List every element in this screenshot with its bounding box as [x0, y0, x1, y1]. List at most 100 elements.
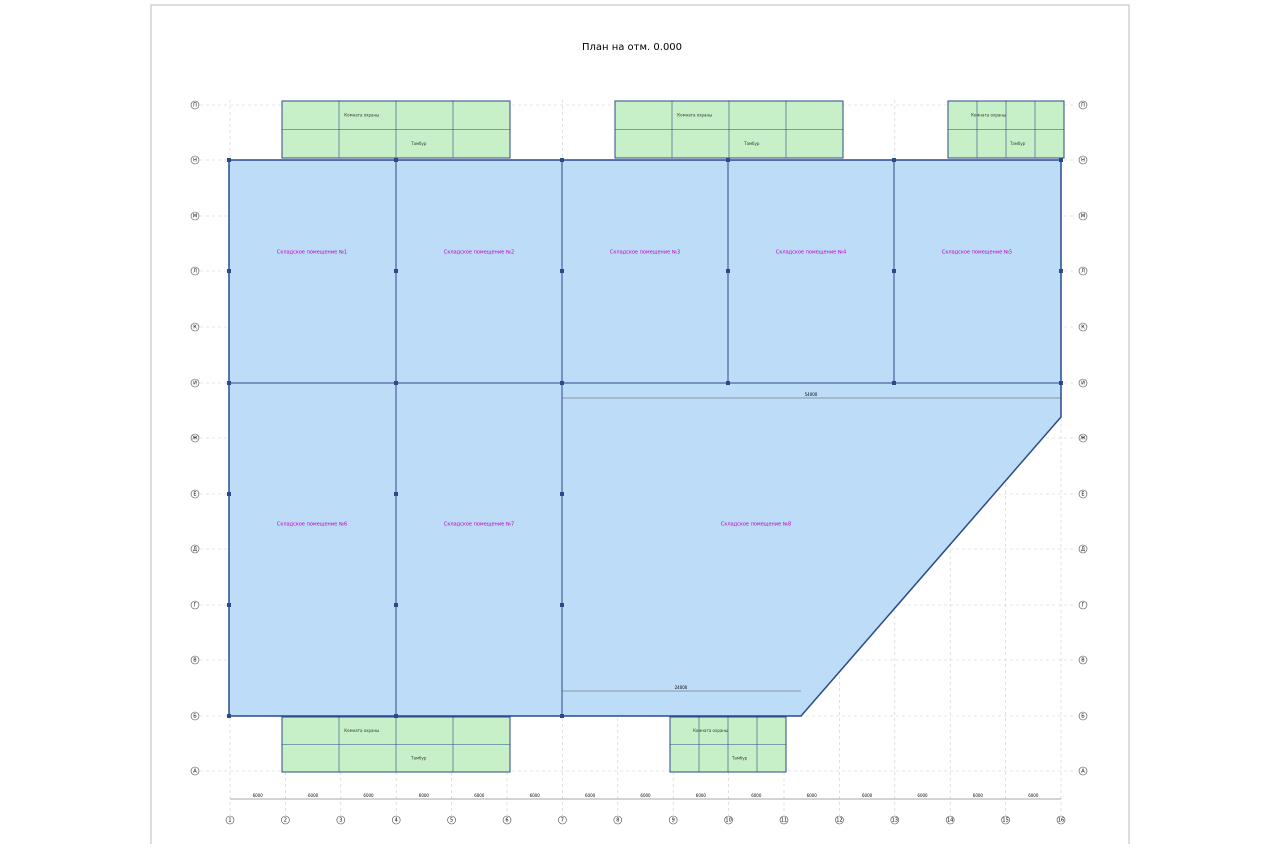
column [1059, 158, 1063, 162]
axis-bubble [190, 266, 200, 276]
axis-bubble [391, 815, 401, 825]
axis-bubble [945, 815, 955, 825]
axis-label: 8 [616, 818, 619, 824]
axis-label: Л [1081, 269, 1085, 275]
column [394, 603, 398, 607]
dimension: 6000 [807, 793, 818, 798]
axis-label: Г [1081, 603, 1084, 609]
axis-label: И [1081, 381, 1085, 387]
axis-bubble [190, 655, 200, 665]
axis-label: 14 [947, 818, 953, 824]
axis-bubble [190, 489, 200, 499]
room-label: Складское помещение №5 [942, 250, 1012, 256]
annex-label: Тамбур [1009, 141, 1026, 146]
axis-bubble [558, 815, 567, 825]
axis-bubble [336, 815, 346, 825]
axis-label: Н [1081, 158, 1085, 164]
room-label: Складское помещение №3 [610, 250, 680, 256]
axis-bubble [835, 815, 844, 825]
axis-label: 7 [561, 818, 564, 824]
dimension: 54000 [805, 392, 818, 397]
axis-label: Б [193, 714, 197, 720]
axis-bubble [1078, 600, 1088, 610]
axis-bubble [1078, 711, 1088, 721]
axis-label: Д [193, 547, 197, 553]
axis-bubble [190, 766, 200, 776]
axis-label: 16 [1058, 818, 1064, 824]
dimension: 6000 [1028, 793, 1039, 798]
column [227, 492, 231, 496]
annex-label: Комната охраны [677, 112, 712, 117]
room-label: Складское помещение №8 [721, 522, 791, 528]
axis-bubble [1078, 322, 1088, 332]
annex-label: Тамбур [410, 141, 427, 146]
column [560, 603, 564, 607]
dimension: 6000 [973, 793, 984, 798]
dimension: 24000 [675, 685, 688, 690]
axis-label: Н [193, 158, 197, 164]
axis-label: 5 [450, 818, 453, 824]
axis-bubble [1078, 433, 1088, 443]
axis-bubble [1078, 544, 1088, 554]
column [892, 158, 896, 162]
axis-label: 12 [836, 818, 842, 824]
axis-bubble [1001, 815, 1010, 825]
axis-bubble [1056, 815, 1066, 825]
axis-bubble [190, 378, 200, 388]
axis-label: М [193, 214, 197, 220]
axis-label: 13 [892, 818, 898, 824]
axis-label: К [1081, 325, 1085, 331]
axis-label: 2 [284, 818, 287, 824]
warehouse [228, 159, 1062, 717]
axis-bubble [190, 100, 200, 110]
column [560, 381, 564, 385]
column [560, 714, 564, 718]
room-label: Складское помещение №1 [277, 250, 347, 256]
column [560, 492, 564, 496]
axis-bubble [225, 815, 235, 825]
annex-label: Комната охраны [344, 112, 379, 117]
room-label: Складское помещение №6 [277, 522, 347, 528]
column [227, 714, 231, 718]
axis-label: А [1081, 769, 1085, 775]
dimension: 6000 [530, 793, 541, 798]
column [726, 158, 730, 162]
axis-label: 10 [725, 818, 731, 824]
axis-label: Д [1081, 547, 1085, 553]
axis-label: В [1081, 658, 1085, 664]
axis-label: 6 [505, 818, 508, 824]
column [560, 269, 564, 273]
axis-bubble [1078, 655, 1088, 665]
plan-title: План на отм. 0.000 [582, 42, 682, 53]
annex-label: Тамбур [410, 755, 427, 760]
axis-bubble [1078, 100, 1088, 110]
column [892, 269, 896, 273]
axis-bubble [190, 544, 200, 554]
axis-label: Е [1081, 492, 1084, 498]
axis-bubble [1078, 489, 1088, 499]
axis-label: Г [193, 603, 196, 609]
axis-bubble [281, 815, 290, 825]
axis-bubble [502, 815, 512, 825]
column [394, 269, 398, 273]
axis-bubble [1078, 378, 1088, 388]
dimension: 6000 [308, 793, 319, 798]
dimension: 6000 [363, 793, 374, 798]
annex-label: Тамбур [743, 141, 760, 146]
column [1059, 381, 1063, 385]
axis-bubble [1078, 266, 1088, 276]
axis-bubble [190, 211, 200, 221]
column [892, 381, 896, 385]
axis-label: 1 [228, 818, 231, 824]
room-label: Складское помещение №4 [776, 250, 846, 256]
dimension: 6000 [474, 793, 485, 798]
axis-bubble [613, 815, 623, 825]
axis-bubble [190, 322, 200, 332]
axis-bubble [779, 815, 789, 825]
axis-bubble [724, 815, 733, 825]
column [726, 381, 730, 385]
axis-label: П [1081, 103, 1085, 109]
column [394, 158, 398, 162]
axis-bubble [890, 815, 900, 825]
